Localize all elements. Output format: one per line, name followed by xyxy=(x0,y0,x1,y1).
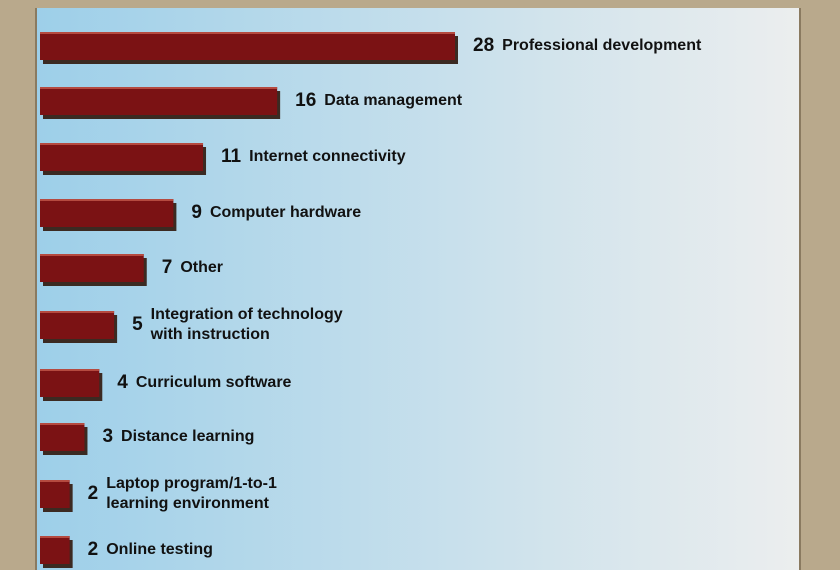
bar xyxy=(40,423,85,451)
category-label: Data management xyxy=(324,92,462,109)
bar-highlight xyxy=(40,143,204,145)
bar xyxy=(40,87,278,115)
category-label: Curriculum software xyxy=(136,374,292,391)
value-label: 7 xyxy=(162,257,173,278)
bar-highlight xyxy=(40,536,70,538)
bar xyxy=(40,199,174,227)
bar-highlight xyxy=(40,199,174,201)
bar-highlight xyxy=(40,369,100,371)
value-label: 11 xyxy=(221,146,242,167)
bar-highlight xyxy=(40,32,455,34)
bar xyxy=(40,32,455,60)
value-label: 2 xyxy=(88,539,99,560)
bar-highlight xyxy=(40,87,278,89)
category-label: Professional development xyxy=(502,37,702,54)
value-label: 16 xyxy=(295,90,316,111)
bar xyxy=(40,311,115,339)
category-label: Distance learning xyxy=(121,428,254,445)
category-label: Internet connectivity xyxy=(249,148,406,165)
value-label: 9 xyxy=(191,202,202,223)
value-label: 4 xyxy=(117,372,128,393)
bar xyxy=(40,143,204,171)
category-label: Laptop program/1-to-1 learning environmen… xyxy=(106,475,277,512)
category-label: Other xyxy=(180,259,223,276)
bar xyxy=(40,254,144,282)
value-label: 5 xyxy=(132,314,143,335)
bar-highlight xyxy=(40,423,85,425)
bar-highlight xyxy=(40,254,144,256)
value-label: 2 xyxy=(88,483,99,504)
category-label: Online testing xyxy=(106,541,213,558)
bar xyxy=(40,536,70,564)
value-label: 3 xyxy=(102,426,113,447)
category-label: Integration of technology with instructio… xyxy=(150,306,343,343)
bar-highlight xyxy=(40,311,115,313)
bar xyxy=(40,369,100,397)
bar xyxy=(40,480,70,508)
value-label: 28 xyxy=(473,35,494,56)
category-label: Computer hardware xyxy=(210,204,361,221)
bar-highlight xyxy=(40,480,70,482)
